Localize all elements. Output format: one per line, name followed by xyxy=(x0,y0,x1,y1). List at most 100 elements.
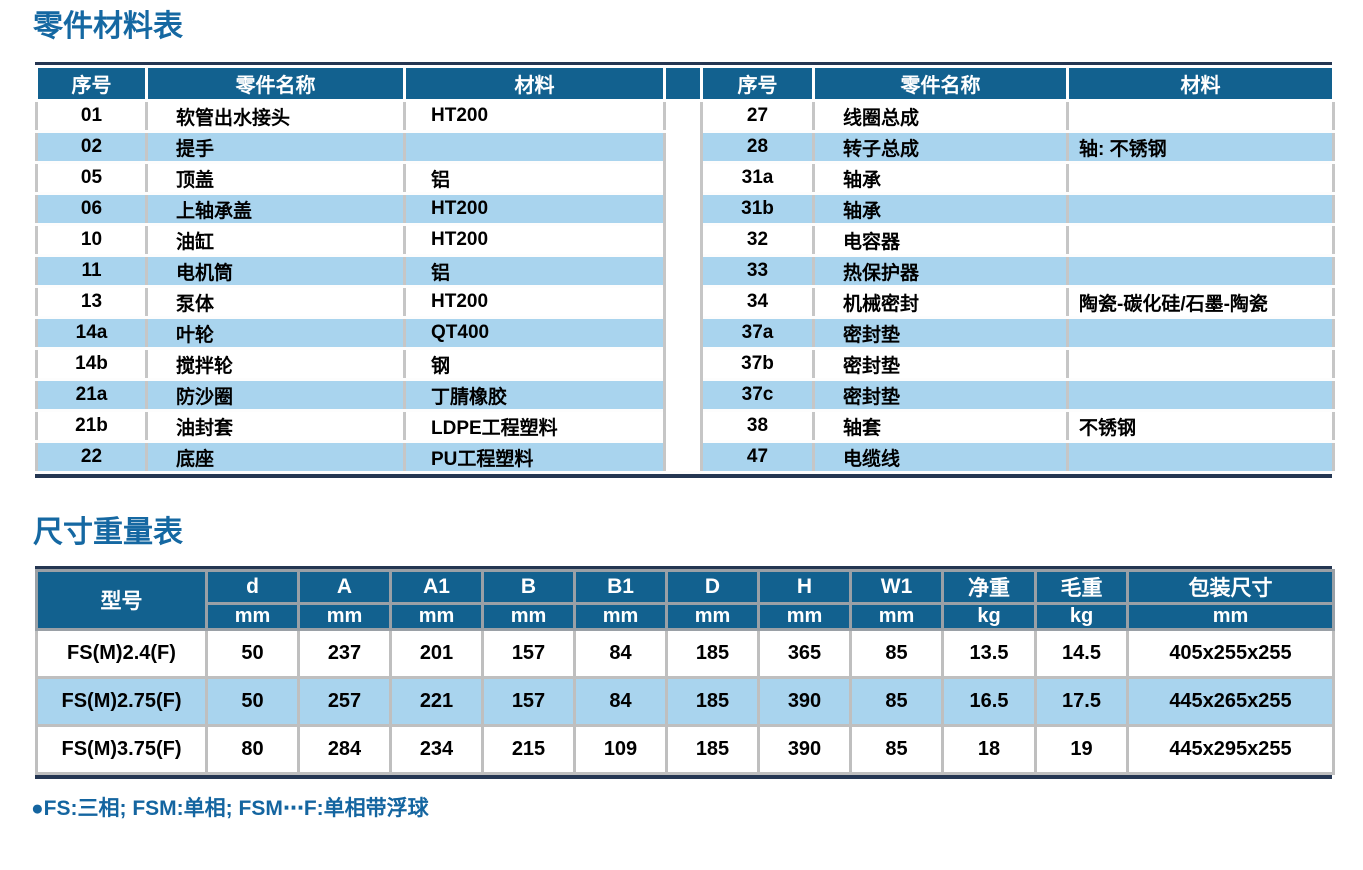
parts-material-table: 序号 零件名称 材料 序号 零件名称 材料 01 软管出水接头 HT200 27… xyxy=(35,65,1335,474)
col-header-gross-weight: 毛重 xyxy=(1034,569,1129,605)
col-header-name-right: 零件名称 xyxy=(812,65,1069,102)
col-header-model: 型号 xyxy=(35,569,208,631)
unit-cell: kg xyxy=(941,602,1037,631)
part-material: 钢 xyxy=(403,347,666,381)
col-header-material-left: 材料 xyxy=(403,65,666,102)
unit-cell: mm xyxy=(297,602,392,631)
value-cell: 84 xyxy=(573,676,668,727)
part-name: 电缆线 xyxy=(812,440,1069,474)
part-no: 14a xyxy=(35,316,148,350)
part-name: 轴套 xyxy=(812,409,1069,443)
part-material: 铝 xyxy=(403,254,666,288)
part-material: PU工程塑料 xyxy=(403,440,666,474)
part-material: LDPE工程塑料 xyxy=(403,409,666,443)
value-cell: 17.5 xyxy=(1034,676,1129,727)
part-material: HT200 xyxy=(403,192,666,226)
value-cell: 85 xyxy=(849,724,944,775)
part-no: 02 xyxy=(35,130,148,164)
part-no: 05 xyxy=(35,161,148,195)
part-material xyxy=(1066,99,1335,133)
part-no: 13 xyxy=(35,285,148,319)
unit-cell: mm xyxy=(389,602,484,631)
part-material: QT400 xyxy=(403,316,666,350)
part-name: 电容器 xyxy=(812,223,1069,257)
table-row: 14b 搅拌轮 钢 37b 密封垫 xyxy=(35,347,1335,381)
col-header-no-left: 序号 xyxy=(35,65,148,102)
model-cell: FS(M)3.75(F) xyxy=(35,724,208,775)
part-no: 28 xyxy=(700,130,815,164)
part-no: 31b xyxy=(700,192,815,226)
col-header-a: A xyxy=(297,569,392,605)
part-no: 22 xyxy=(35,440,148,474)
table-row: FS(M)2.4(F) 50 237 201 157 84 185 365 85… xyxy=(35,628,1335,679)
part-name: 软管出水接头 xyxy=(145,99,406,133)
table-row: 11 电机筒 铝 33 热保护器 xyxy=(35,254,1335,288)
value-cell: 157 xyxy=(481,676,576,727)
part-material xyxy=(1066,316,1335,350)
table-row: 06 上轴承盖 HT200 31b 轴承 xyxy=(35,192,1335,226)
part-no: 34 xyxy=(700,285,815,319)
part-name: 底座 xyxy=(145,440,406,474)
value-cell: 85 xyxy=(849,676,944,727)
part-material xyxy=(1066,192,1335,226)
parts-material-table-wrap: 序号 零件名称 材料 序号 零件名称 材料 01 软管出水接头 HT200 27… xyxy=(35,62,1335,478)
col-header-b: B xyxy=(481,569,576,605)
col-header-material-right: 材料 xyxy=(1066,65,1335,102)
col-header-h: H xyxy=(757,569,852,605)
part-material xyxy=(1066,378,1335,412)
value-cell: 185 xyxy=(665,676,760,727)
part-no: 37c xyxy=(700,378,815,412)
part-no: 31a xyxy=(700,161,815,195)
value-cell: 237 xyxy=(297,628,392,679)
part-name: 线圈总成 xyxy=(812,99,1069,133)
value-cell: 201 xyxy=(389,628,484,679)
unit-cell: mm xyxy=(481,602,576,631)
value-cell: 390 xyxy=(757,676,852,727)
table-row: 22 底座 PU工程塑料 47 电缆线 xyxy=(35,440,1335,474)
part-material xyxy=(1066,254,1335,288)
part-material: 丁腈橡胶 xyxy=(403,378,666,412)
table-row: 10 油缸 HT200 32 电容器 xyxy=(35,223,1335,257)
dimensions-weight-table: 型号 d A A1 B B1 D H W1 净重 毛重 包装尺寸 mm mm m… xyxy=(35,569,1335,775)
part-no: 06 xyxy=(35,192,148,226)
part-name: 密封垫 xyxy=(812,316,1069,350)
value-cell: 365 xyxy=(757,628,852,679)
model-cell: FS(M)2.75(F) xyxy=(35,676,208,727)
col-header-net-weight: 净重 xyxy=(941,569,1037,605)
part-no: 37a xyxy=(700,316,815,350)
col-header-b1: B1 xyxy=(573,569,668,605)
value-cell: 157 xyxy=(481,628,576,679)
value-cell: 445x295x255 xyxy=(1126,724,1335,775)
value-cell: 221 xyxy=(389,676,484,727)
part-no: 47 xyxy=(700,440,815,474)
part-material: 不锈钢 xyxy=(1066,409,1335,443)
value-cell: 445x265x255 xyxy=(1126,676,1335,727)
part-no: 11 xyxy=(35,254,148,288)
value-cell: 185 xyxy=(665,724,760,775)
col-header-w1: W1 xyxy=(849,569,944,605)
part-no: 37b xyxy=(700,347,815,381)
value-cell: 18 xyxy=(941,724,1037,775)
part-material xyxy=(1066,223,1335,257)
unit-cell: mm xyxy=(849,602,944,631)
table-row: 13 泵体 HT200 34 机械密封 陶瓷-碳化硅/石墨-陶瓷 xyxy=(35,285,1335,319)
value-cell: 19 xyxy=(1034,724,1129,775)
unit-cell: kg xyxy=(1034,602,1129,631)
part-material xyxy=(1066,440,1335,474)
unit-cell: mm xyxy=(205,602,300,631)
table-row: 05 顶盖 铝 31a 轴承 xyxy=(35,161,1335,195)
unit-cell: mm xyxy=(573,602,668,631)
value-cell: 284 xyxy=(297,724,392,775)
part-name: 转子总成 xyxy=(812,130,1069,164)
part-name: 密封垫 xyxy=(812,378,1069,412)
table-row: 21b 油封套 LDPE工程塑料 38 轴套 不锈钢 xyxy=(35,409,1335,443)
part-no: 32 xyxy=(700,223,815,257)
part-name: 油封套 xyxy=(145,409,406,443)
table-row: 02 提手 28 转子总成 轴: 不锈钢 xyxy=(35,130,1335,164)
part-no: 38 xyxy=(700,409,815,443)
dimensions-table-title: 尺寸重量表 xyxy=(33,516,183,549)
part-name: 轴承 xyxy=(812,161,1069,195)
part-name: 密封垫 xyxy=(812,347,1069,381)
value-cell: 16.5 xyxy=(941,676,1037,727)
part-material: HT200 xyxy=(403,223,666,257)
